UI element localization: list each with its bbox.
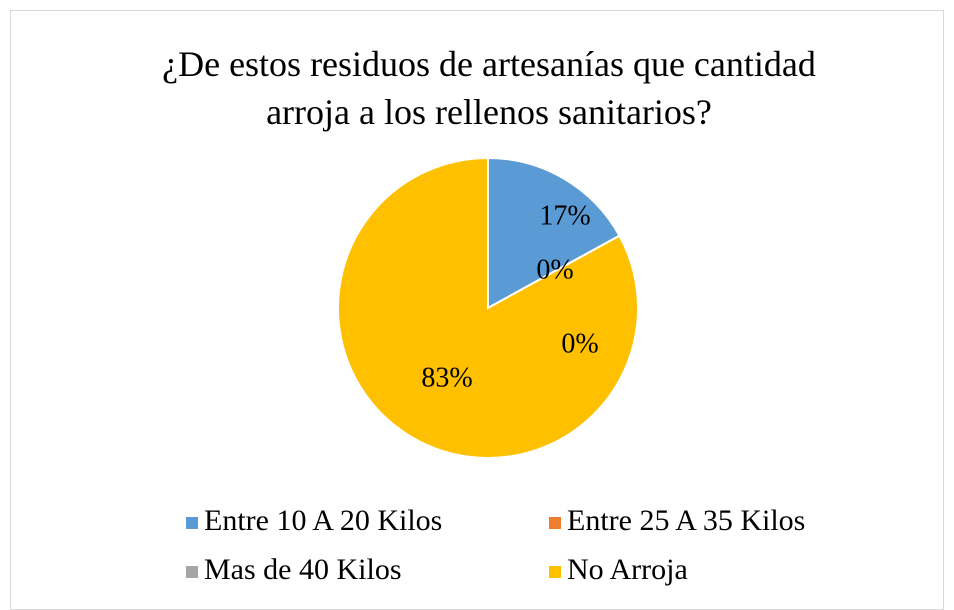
legend-swatch: [549, 517, 561, 529]
legend-label: Entre 10 A 20 Kilos: [204, 504, 442, 537]
pie-slice: [487, 156, 621, 310]
legend-swatch: [186, 566, 198, 578]
chart-title: ¿De estos residuos de artesanías que can…: [162, 44, 816, 132]
data-label: 17%: [539, 200, 590, 231]
legend-swatch: [186, 517, 198, 529]
legend-label: Entre 25 A 35 Kilos: [567, 504, 805, 537]
pie-slice: [337, 156, 639, 459]
legend-label: Mas de 40 Kilos: [204, 553, 402, 586]
legend-label: No Arroja: [567, 553, 688, 586]
data-label: 0%: [536, 254, 573, 285]
data-label: 0%: [561, 328, 598, 359]
legend-swatch: [549, 566, 561, 578]
data-label: 83%: [421, 362, 472, 393]
